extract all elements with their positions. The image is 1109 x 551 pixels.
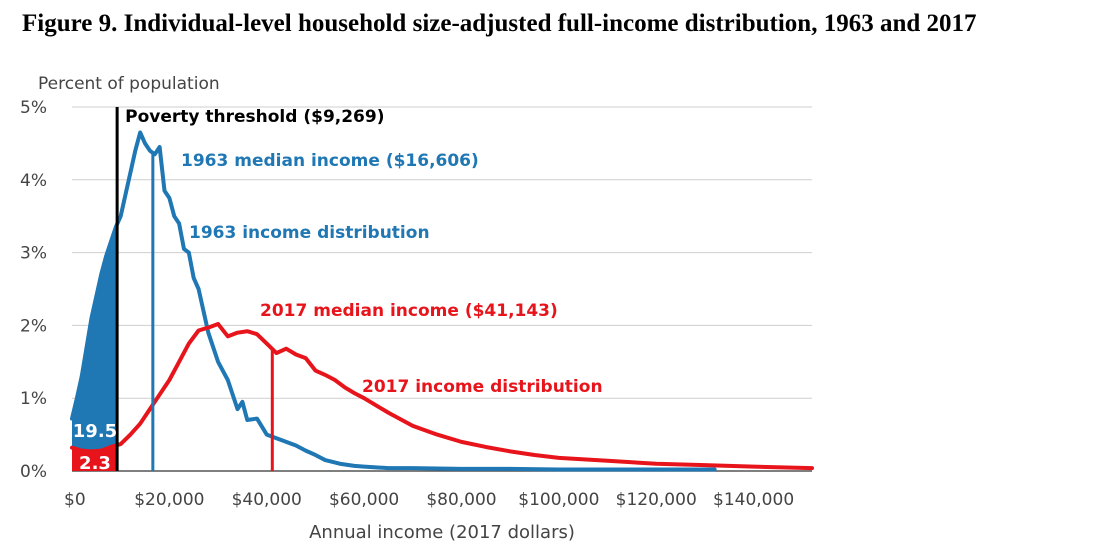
series-line bbox=[70, 321, 814, 471]
y-tick-label: 3% bbox=[20, 244, 47, 264]
x-tick-label: $0 bbox=[64, 490, 86, 510]
series-2017-label: 2017 income distribution bbox=[362, 377, 603, 397]
x-tick-label: $140,000 bbox=[713, 490, 794, 510]
y-tick-label: 1% bbox=[20, 389, 47, 409]
series-1963-label: 1963 income distribution bbox=[189, 223, 430, 243]
y-tick-label: 4% bbox=[20, 171, 47, 191]
y-tick-label: 2% bbox=[20, 316, 47, 336]
figure-title: Figure 9. Individual-level household siz… bbox=[22, 10, 977, 37]
share-below-poverty-2017: 2.3 bbox=[79, 453, 111, 474]
x-axis-label: Annual income (2017 dollars) bbox=[309, 522, 575, 543]
x-tick-label: $120,000 bbox=[616, 490, 697, 510]
y-tick-label: 5% bbox=[20, 98, 47, 118]
x-tick-label: $100,000 bbox=[518, 490, 599, 510]
median-1963-label: 1963 median income ($16,606) bbox=[181, 151, 479, 171]
x-tick-label: $40,000 bbox=[232, 490, 302, 510]
poverty-threshold-label: Poverty threshold ($9,269) bbox=[125, 107, 384, 127]
y-tick-label: 0% bbox=[20, 462, 47, 482]
x-tick-label: $20,000 bbox=[134, 490, 204, 510]
median-2017-label: 2017 median income ($41,143) bbox=[260, 301, 558, 321]
x-tick-label: $80,000 bbox=[426, 490, 496, 510]
series-line bbox=[70, 130, 717, 472]
below-poverty-area bbox=[72, 224, 118, 471]
y-axis-label: Percent of population bbox=[38, 74, 220, 94]
x-tick-label: $60,000 bbox=[329, 490, 399, 510]
share-below-poverty-1963: 19.5 bbox=[73, 421, 117, 442]
